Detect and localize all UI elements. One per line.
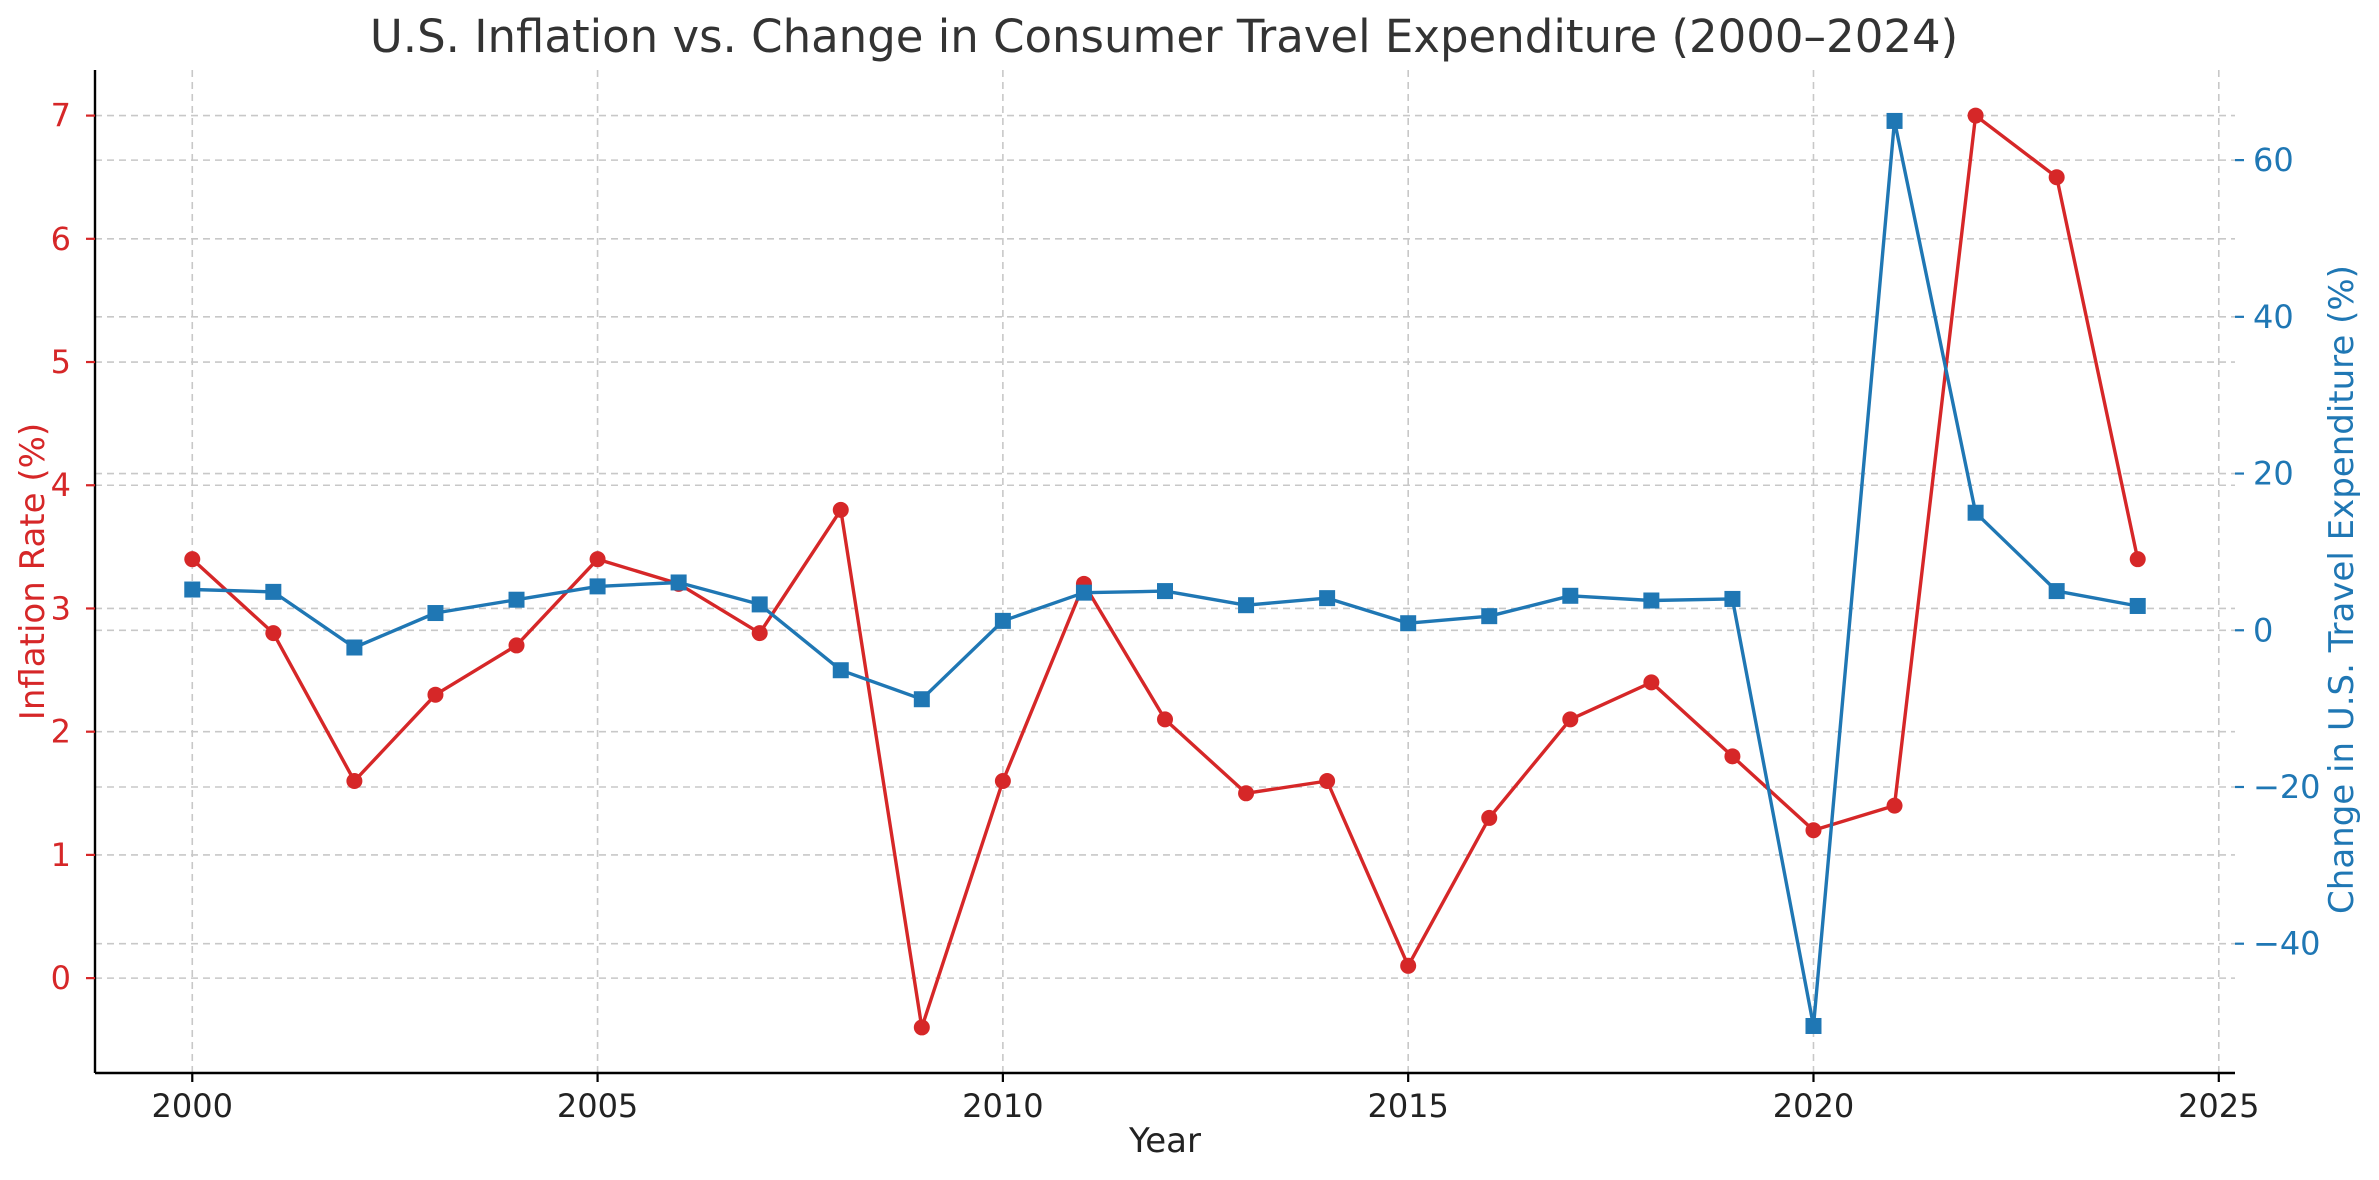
travel-expenditure-point — [1643, 592, 1660, 609]
y-right-tick-label: −20 — [2253, 768, 2321, 806]
inflation-series — [184, 107, 2146, 1036]
inflation-point — [751, 625, 768, 642]
y-left-tick-label: 5 — [51, 343, 71, 381]
x-tick-label: 2005 — [557, 1087, 638, 1125]
inflation-point — [1886, 797, 1903, 814]
travel-expenditure-series — [184, 112, 2146, 1034]
inflation-point — [1805, 822, 1822, 839]
inflation-point — [1562, 711, 1579, 728]
inflation-point — [1400, 957, 1417, 974]
inflation-point — [913, 1019, 930, 1036]
inflation-point — [832, 501, 849, 518]
travel-expenditure-point — [184, 581, 201, 598]
y-left-tick-label: 2 — [51, 713, 71, 751]
y-left-tick-label: 3 — [51, 589, 71, 627]
y-left-tick-label: 7 — [51, 97, 71, 135]
inflation-line — [191, 113, 2140, 1030]
inflation-point — [346, 772, 363, 789]
inflation-point — [1724, 748, 1741, 765]
chart-title: U.S. Inflation vs. Change in Consumer Tr… — [370, 10, 1958, 63]
travel-expenditure-point — [1075, 584, 1092, 601]
inflation-point — [1967, 107, 1984, 124]
y-right-tick-label: 20 — [2253, 455, 2294, 493]
inflation-point — [2129, 551, 2146, 568]
travel-expenditure-point — [2129, 597, 2146, 614]
inflation-point — [265, 625, 282, 642]
inflation-point — [589, 551, 606, 568]
inflation-point — [994, 772, 1011, 789]
travel-expenditure-point — [265, 583, 282, 600]
x-tick-label: 2010 — [962, 1087, 1043, 1125]
travel-expenditure-point — [1481, 608, 1498, 625]
y-left-tick-label: 6 — [51, 220, 71, 258]
x-axis-label: Year — [1128, 1121, 1201, 1161]
inflation-point — [508, 637, 525, 654]
inflation-point — [1157, 711, 1173, 728]
travel-expenditure-point — [1238, 597, 1255, 614]
y-left-tick-label: 0 — [51, 959, 71, 997]
y-right-tick-label: 0 — [2253, 611, 2273, 649]
travel-expenditure-point — [2048, 583, 2065, 600]
y-axis-left-label: Inflation Rate (%) — [13, 423, 53, 720]
inflation-point — [184, 551, 201, 568]
travel-expenditure-line — [192, 119, 2139, 1028]
inflation-point — [427, 686, 444, 703]
x-tick-label: 2000 — [152, 1087, 233, 1125]
y-right-tick-label: −40 — [2253, 925, 2321, 963]
y-left-tick-label: 4 — [51, 466, 71, 504]
inflation-point — [1238, 785, 1255, 802]
x-tick-label: 2020 — [1773, 1087, 1854, 1125]
travel-expenditure-point — [670, 574, 687, 591]
y-right-tick-label: 60 — [2253, 141, 2294, 179]
inflation-point — [1643, 674, 1660, 691]
travel-expenditure-point — [1805, 1017, 1822, 1034]
travel-expenditure-point — [913, 691, 930, 708]
travel-expenditure-point — [994, 612, 1011, 629]
travel-expenditure-point — [1967, 504, 1984, 521]
x-tick-label: 2015 — [1367, 1087, 1448, 1125]
gridlines — [95, 70, 2235, 1073]
travel-expenditure-point — [832, 662, 849, 679]
series-layer — [184, 107, 2146, 1036]
travel-expenditure-point — [589, 578, 606, 595]
travel-expenditure-point — [1886, 112, 1903, 129]
travel-expenditure-point — [346, 639, 363, 656]
travel-expenditure-point — [1562, 587, 1579, 604]
travel-expenditure-point — [1400, 615, 1417, 632]
travel-expenditure-point — [1157, 583, 1173, 600]
travel-expenditure-point — [751, 596, 768, 613]
y-left-tick-label: 1 — [51, 836, 71, 874]
y-right-tick-label: 40 — [2253, 298, 2294, 336]
travel-expenditure-point — [1724, 590, 1741, 607]
y-axis-right-label: Change in U.S. Travel Expenditure (%) — [2322, 265, 2362, 914]
inflation-point — [1319, 772, 1336, 789]
x-tick-label: 2025 — [2178, 1087, 2259, 1125]
inflation-point — [1481, 809, 1498, 826]
travel-expenditure-point — [508, 591, 525, 608]
travel-expenditure-point — [427, 605, 444, 622]
inflation-point — [2048, 169, 2065, 186]
travel-expenditure-point — [1319, 590, 1336, 607]
axes: 2000 2005 2010 2015 2020 2025 0 1 2 3 4 5 6 7 −40 −20 0 2… — [51, 70, 2321, 1125]
